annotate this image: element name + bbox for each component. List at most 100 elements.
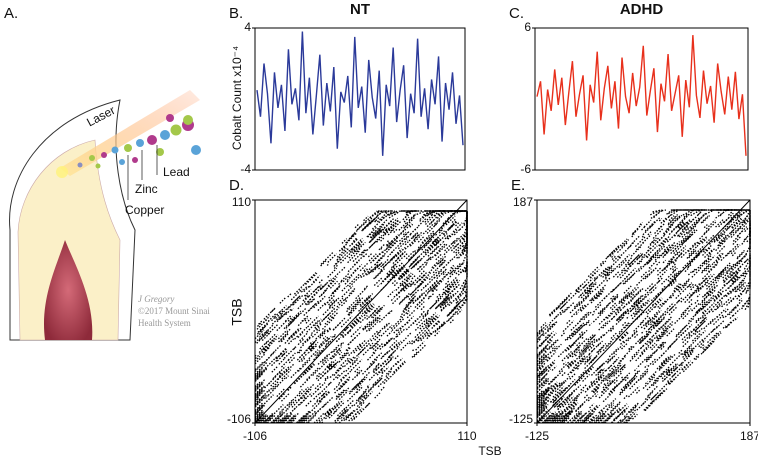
recurrence-segment bbox=[647, 384, 659, 397]
recurrence-segment bbox=[397, 325, 403, 332]
recurrence-segment bbox=[544, 387, 548, 391]
recurrence-segment bbox=[697, 238, 704, 245]
recurrence-segment bbox=[411, 274, 417, 280]
recurrence-segment bbox=[577, 284, 587, 294]
recurrence-segment bbox=[730, 266, 735, 270]
recurrence-segment bbox=[629, 351, 640, 362]
recurrence-segment bbox=[615, 316, 625, 325]
recurrence-segment bbox=[647, 357, 657, 367]
recurrence-segment bbox=[591, 375, 603, 387]
recurrence-segment bbox=[388, 223, 395, 231]
recurrence-segment bbox=[254, 397, 262, 405]
recurrence-segment bbox=[416, 272, 427, 283]
recurrence-segment bbox=[665, 367, 671, 373]
recurrence-segment bbox=[418, 248, 428, 258]
recurrence-segment bbox=[640, 308, 644, 312]
recurrence-segment bbox=[567, 359, 578, 369]
recurrence-segment bbox=[577, 409, 584, 416]
recurrence-segment bbox=[349, 359, 354, 364]
recurrence-segment bbox=[652, 320, 660, 328]
recurrence-segment bbox=[356, 296, 362, 302]
recurrence-segment bbox=[725, 279, 737, 292]
y-tick-label: 187 bbox=[513, 195, 533, 209]
recurrence-segment bbox=[324, 413, 331, 420]
recurrence-segment bbox=[643, 400, 655, 411]
recurrence-segment bbox=[342, 276, 349, 283]
recurrence-segment bbox=[547, 384, 558, 396]
recurrence-segment bbox=[354, 366, 361, 373]
recurrence-segment bbox=[590, 359, 594, 364]
recurrence-segment bbox=[618, 290, 631, 303]
recurrence-segment bbox=[694, 299, 699, 304]
recurrence-segment bbox=[729, 313, 735, 319]
recurrence-segment bbox=[353, 415, 358, 420]
recurrence-segment bbox=[619, 268, 630, 279]
recurrence-segment bbox=[402, 231, 407, 236]
recurrence-segment bbox=[590, 293, 601, 304]
recurrence-segment bbox=[324, 407, 332, 415]
recurrence-segment bbox=[620, 305, 626, 311]
recurrence-segment bbox=[612, 254, 621, 262]
recurrence-segment bbox=[352, 378, 364, 390]
recurrence-segment bbox=[629, 244, 633, 248]
recurrence-segment bbox=[385, 245, 391, 251]
recurrence-segment bbox=[442, 217, 450, 225]
recurrence-segment bbox=[368, 263, 380, 275]
recurrence-segment bbox=[561, 413, 572, 424]
recurrence-segment bbox=[465, 287, 468, 294]
recurrence-segment bbox=[400, 340, 411, 351]
recurrence-segment bbox=[427, 287, 433, 293]
tooth-illustration: A. Laser Lead Zinc Copper J Gregory ©20 bbox=[4, 5, 210, 341]
recurrence-segment bbox=[624, 272, 636, 285]
recurrence-segment bbox=[682, 340, 689, 348]
recurrence-segment bbox=[370, 316, 380, 326]
recurrence-segment bbox=[743, 259, 751, 270]
recurrence-segment bbox=[404, 299, 415, 309]
recurrence-segment bbox=[318, 284, 323, 288]
recurrence-segment bbox=[307, 291, 319, 303]
recurrence-segment bbox=[560, 387, 567, 394]
recurrence-segment bbox=[730, 244, 741, 255]
recurrence-segment bbox=[438, 266, 445, 273]
recurrence-segment bbox=[410, 282, 423, 295]
recurrence-segment bbox=[326, 328, 332, 333]
panel-label: D. bbox=[229, 177, 244, 194]
recurrence-segment bbox=[375, 361, 381, 367]
recurrence-segment bbox=[577, 402, 584, 409]
recurrence-segment bbox=[723, 282, 727, 286]
recurrence-segment bbox=[620, 385, 626, 391]
recurrence-segment bbox=[659, 355, 673, 369]
recurrence-segment bbox=[668, 324, 673, 329]
recurrence-segment bbox=[559, 301, 569, 310]
recurrence-segment bbox=[700, 344, 711, 355]
recurrence-segment bbox=[254, 395, 267, 408]
recurrence-segment bbox=[345, 387, 350, 392]
recurrence-segment bbox=[291, 396, 304, 408]
x-tick-label: 187 bbox=[740, 429, 758, 443]
recurrence-segment bbox=[647, 259, 652, 264]
recurrence-segment bbox=[616, 409, 626, 418]
recurrence-segment bbox=[663, 229, 670, 236]
recurrence-segment bbox=[602, 378, 612, 389]
recurrence-segment bbox=[536, 414, 544, 422]
recurrence-segment bbox=[283, 416, 291, 424]
recurrence-segment bbox=[647, 247, 652, 252]
recurrence-segment bbox=[731, 217, 742, 229]
recurrence-segment bbox=[674, 361, 684, 371]
recurrence-segment bbox=[606, 353, 617, 364]
recurrence-segment bbox=[413, 210, 426, 217]
recurrence-segment bbox=[536, 388, 547, 399]
recurrence-segment bbox=[282, 398, 294, 411]
recurrence-segment bbox=[691, 302, 700, 312]
recurrence-segment bbox=[262, 412, 274, 424]
recurrence-segment bbox=[462, 277, 468, 284]
recurrence-segment bbox=[351, 237, 363, 250]
recurrence-segment bbox=[417, 337, 422, 342]
recurrence-segment bbox=[652, 324, 665, 337]
recurrence-segment bbox=[695, 355, 701, 361]
recurrence-segment bbox=[636, 303, 640, 307]
recurrence-segment bbox=[668, 215, 675, 222]
recurrence-segment bbox=[744, 227, 749, 233]
recurrence-segment bbox=[567, 367, 575, 376]
recurrence-segment bbox=[426, 215, 439, 228]
